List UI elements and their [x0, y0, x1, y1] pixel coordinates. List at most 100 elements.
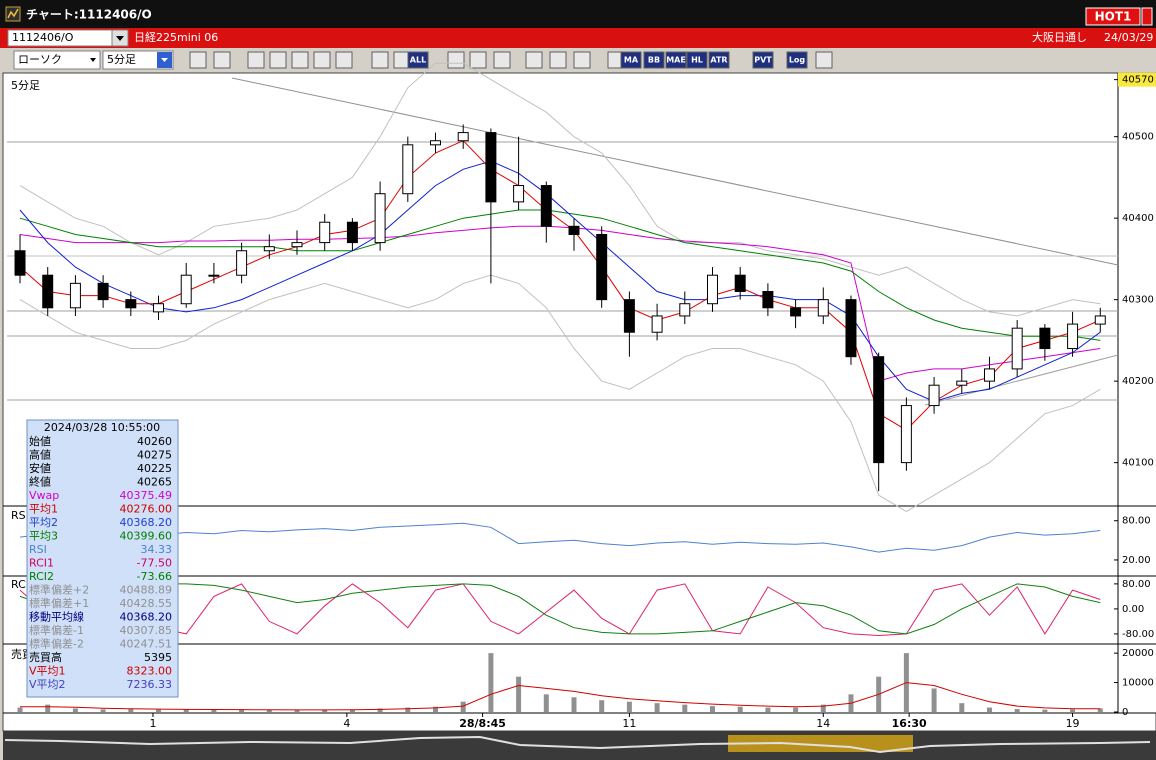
tool-button[interactable]: [620, 51, 642, 69]
candle-body: [928, 384, 940, 407]
volume-average: [20, 682, 1101, 711]
tool-icon[interactable]: [189, 51, 207, 69]
tool-icon[interactable]: [815, 51, 833, 69]
tool-button[interactable]: [407, 51, 429, 69]
info-value: -73.66: [137, 570, 172, 583]
info-value: 40265: [137, 476, 172, 489]
tool-button-label[interactable]: ALL: [410, 56, 426, 65]
plot: 5分足 40100 40200 40300 40400 40500 40570 RSI 80.0…: [11, 62, 1156, 730]
tool-button-label[interactable]: BB: [648, 56, 660, 65]
info-value: 40225: [137, 462, 172, 475]
info-label: 平均1: [29, 503, 58, 516]
info-value: 40368.20: [120, 516, 173, 529]
tool-icon[interactable]: [291, 51, 309, 69]
interval-select[interactable]: [102, 50, 174, 70]
candle-body: [707, 274, 718, 305]
candle-body: [790, 307, 802, 317]
tool-button-label[interactable]: HL: [691, 56, 703, 65]
tool-button-label[interactable]: MA: [624, 56, 639, 65]
tool-icon[interactable]: [247, 51, 265, 69]
tool-button[interactable]: [643, 51, 665, 69]
info-value: 40488.89: [120, 584, 173, 597]
indicator-line: [19, 209, 1101, 341]
tool-button[interactable]: [708, 51, 730, 69]
info-label: 高値: [29, 448, 51, 462]
price-axis-area: [1118, 73, 1156, 713]
info-value: 34.33: [141, 543, 173, 556]
tool-icon[interactable]: [335, 51, 353, 69]
y-tick-label: 40300: [1122, 295, 1154, 306]
toolbar-icons: ALL MA BB MAE HL ATR PVT Log: [189, 51, 833, 69]
dropdown-arrow: [161, 58, 168, 62]
volume-bar: [986, 707, 992, 712]
indicator-line: [19, 160, 1101, 403]
market-name: 大阪日通し: [1032, 30, 1087, 44]
candle-body: [42, 274, 54, 309]
volume-bar: [1042, 709, 1048, 712]
tool-button-label[interactable]: PVT: [754, 56, 772, 65]
tool-icon[interactable]: [573, 51, 591, 69]
info-label: 売買高: [29, 650, 62, 664]
x-tick-label: 1: [149, 717, 156, 730]
tool-button[interactable]: [786, 51, 808, 69]
tool-icon[interactable]: [313, 51, 331, 69]
scroller[interactable]: [3, 731, 1156, 760]
tool-icon[interactable]: [269, 51, 287, 69]
y-tick-label: 40200: [1122, 376, 1154, 387]
info-value: 5395: [144, 651, 172, 664]
tool-button-label[interactable]: MAE: [666, 56, 686, 65]
candle-body: [651, 315, 663, 333]
candle-body: [817, 299, 829, 317]
volume-bar: [543, 694, 549, 712]
tool-icon[interactable]: [469, 51, 487, 69]
candle-body: [679, 303, 691, 317]
tool-icon[interactable]: [493, 51, 511, 69]
volume-bar: [682, 704, 688, 712]
y-tick-label: 80.00: [1122, 579, 1151, 590]
info-value: 40260: [137, 435, 172, 448]
candle-body: [346, 221, 358, 244]
tool-icon[interactable]: [213, 51, 231, 69]
volume-bar: [128, 709, 134, 712]
candle-body: [540, 185, 552, 227]
y-tick-label: 0: [1122, 707, 1128, 718]
y-tick-label: 0.00: [1122, 604, 1144, 615]
candle-body: [734, 274, 746, 293]
tool-button[interactable]: [752, 51, 774, 69]
tool-icon[interactable]: [371, 51, 389, 69]
current-price-box: [1118, 72, 1156, 87]
symbol-code[interactable]: 1112406/O: [12, 31, 74, 44]
y-tick-label: 20.00: [1122, 555, 1151, 566]
x-tick-label: 16:30: [892, 717, 927, 730]
volume-bar: [1097, 708, 1103, 712]
hot-button[interactable]: [1085, 7, 1141, 26]
tool-button-label[interactable]: Log: [789, 56, 806, 65]
candle-body: [513, 185, 525, 203]
candle-body: [1094, 315, 1106, 325]
indicator-line: [19, 140, 1101, 431]
info-label: 安値: [29, 461, 51, 475]
tool-icon[interactable]: [549, 51, 567, 69]
tool-button-label[interactable]: ATR: [710, 56, 727, 65]
candle-body: [1039, 327, 1051, 350]
tool-button[interactable]: [686, 51, 708, 69]
hot-arrow[interactable]: [1141, 7, 1153, 26]
chart-type-select[interactable]: [13, 50, 101, 70]
chart-type[interactable]: ローソク: [18, 53, 62, 66]
candle-body: [457, 132, 469, 142]
scroller-range[interactable]: [728, 735, 913, 752]
interval[interactable]: 5分足: [107, 53, 136, 66]
info-value: 40247.51: [120, 638, 173, 651]
hot-label[interactable]: HOT1: [1095, 10, 1132, 24]
candle-body: [14, 250, 26, 276]
candle-body: [485, 132, 497, 203]
y-tick-label: 40400: [1122, 213, 1154, 224]
tool-button[interactable]: [665, 51, 687, 69]
volume-bar: [72, 708, 78, 712]
tool-icon[interactable]: [525, 51, 543, 69]
candle-body: [69, 282, 81, 309]
tool-icon[interactable]: [447, 51, 465, 69]
indicator-line: [19, 522, 1101, 553]
info-value: 40275: [137, 449, 172, 462]
